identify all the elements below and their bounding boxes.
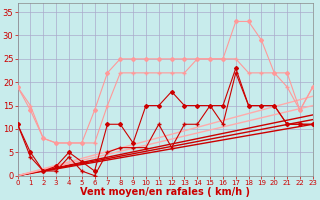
- X-axis label: Vent moyen/en rafales ( km/h ): Vent moyen/en rafales ( km/h ): [80, 187, 250, 197]
